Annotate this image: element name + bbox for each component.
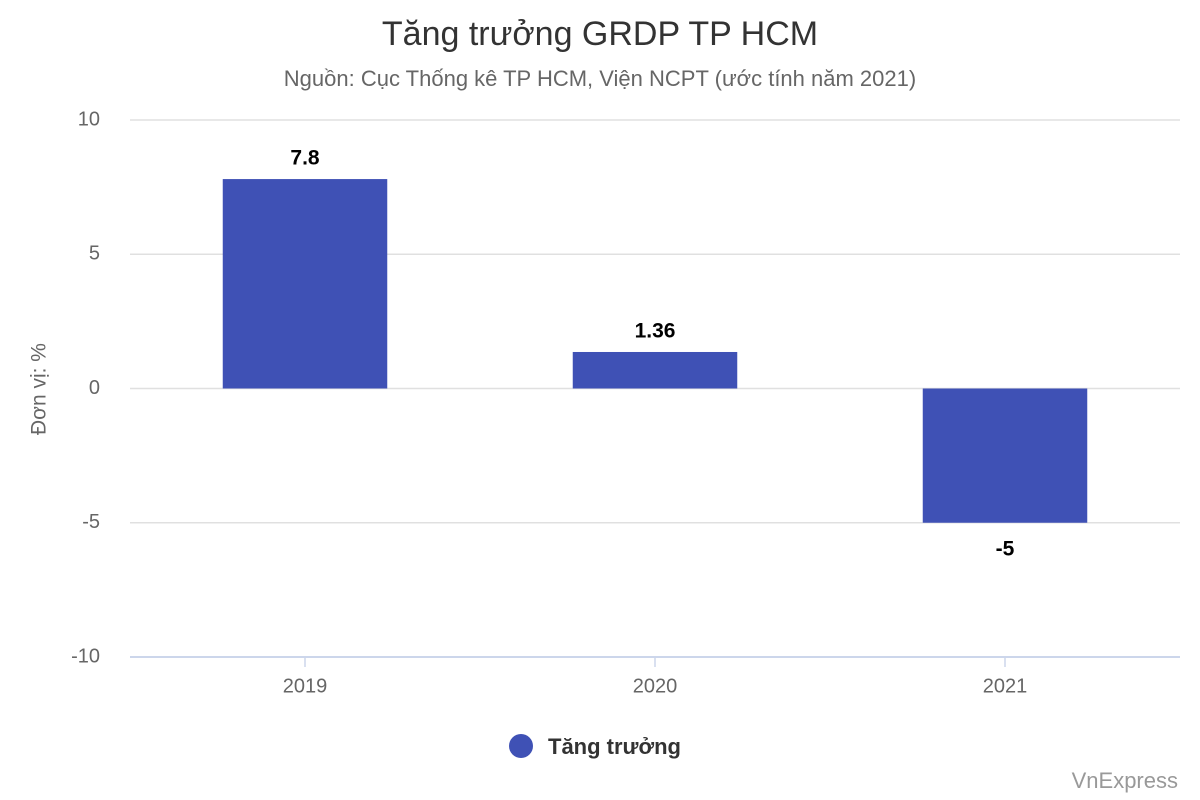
bar xyxy=(572,351,738,389)
legend-marker xyxy=(509,734,533,758)
legend-label: Tăng trưởng xyxy=(548,734,681,759)
credits: VnExpress xyxy=(1072,768,1178,793)
x-tick-label: 2021 xyxy=(983,675,1028,697)
y-axis-label: Đơn vị: % xyxy=(28,343,51,435)
bar xyxy=(222,179,388,389)
data-label: 1.36 xyxy=(635,320,676,343)
x-tick-label: 2020 xyxy=(633,675,678,697)
chart-subtitle: Nguồn: Cục Thống kê TP HCM, Viện NCPT (ư… xyxy=(284,66,916,91)
y-tick-label: 10 xyxy=(78,108,100,130)
y-tick-label: -10 xyxy=(71,645,100,667)
y-tick-label: -5 xyxy=(82,511,100,533)
y-tick-label: 0 xyxy=(89,377,100,399)
data-label: -5 xyxy=(996,537,1015,560)
data-label: 7.8 xyxy=(290,147,320,170)
x-tick-label: 2019 xyxy=(283,675,328,697)
chart-title: Tăng trưởng GRDP TP HCM xyxy=(382,15,818,53)
bar xyxy=(922,388,1088,523)
y-tick-label: 5 xyxy=(89,243,100,265)
